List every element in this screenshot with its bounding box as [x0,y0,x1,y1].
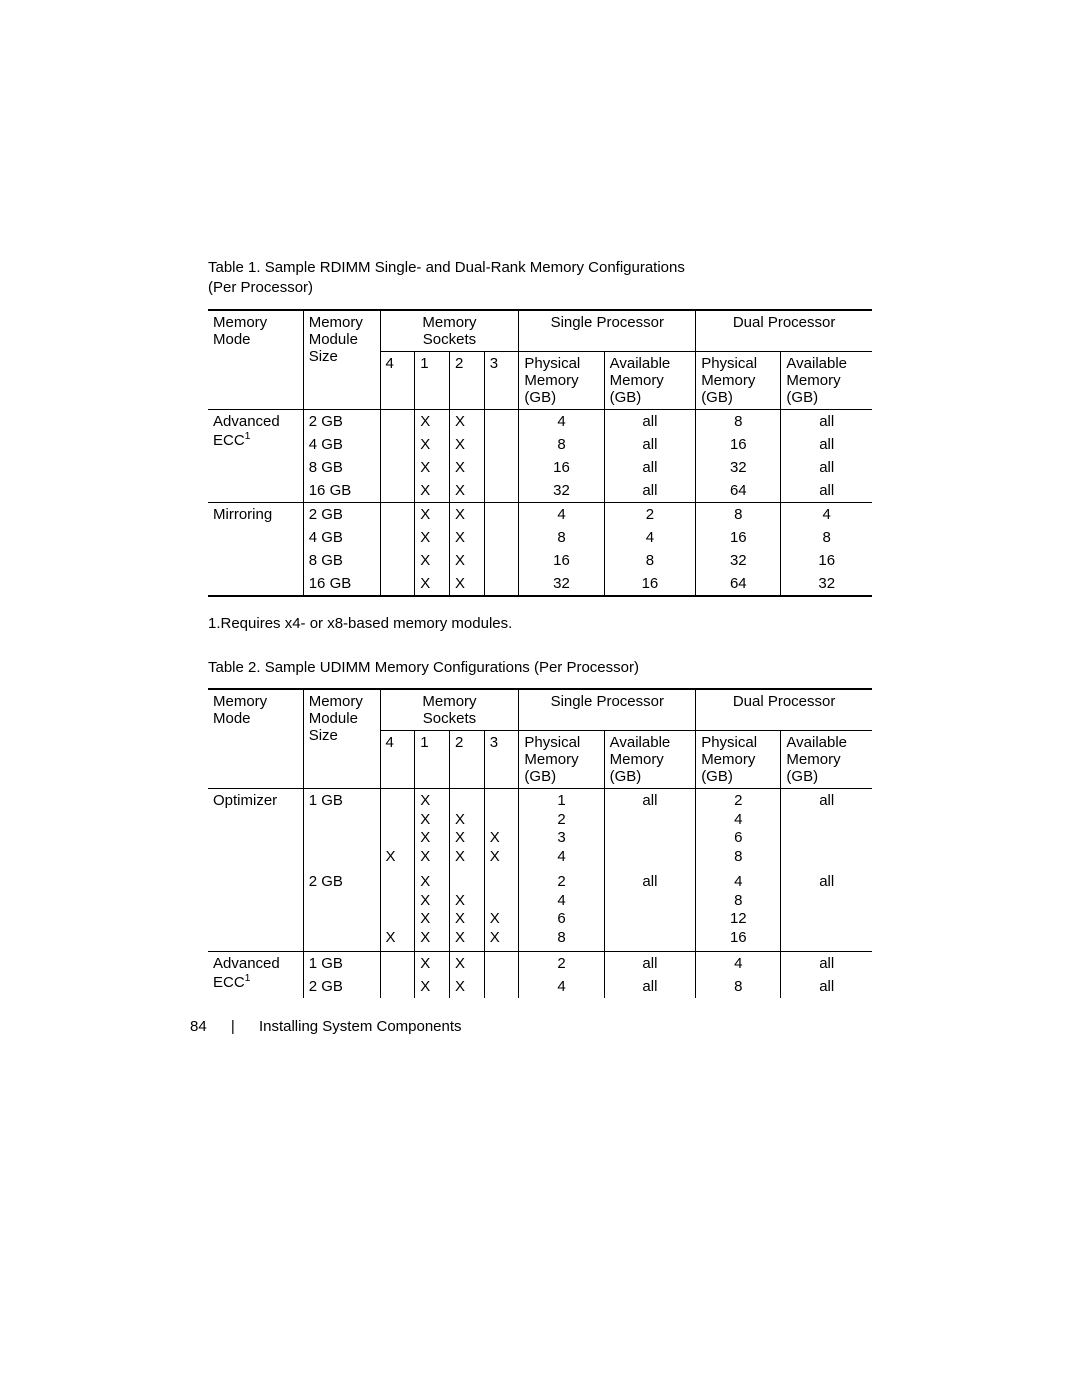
page-footer: 84 | Installing System Components [190,1018,462,1035]
footnote-1: 1.Requires x4- or x8-based memory module… [208,615,872,632]
table2-caption: Table 2. Sample UDIMM Memory Configurati… [208,658,872,678]
page-section: Installing System Components [259,1018,462,1035]
memory-table-2: MemoryModeMemoryModuleSizeMemorySocketsS… [208,688,872,998]
memory-table-1: MemoryModeMemoryModuleSizeMemorySocketsS… [208,309,872,597]
table1-caption: Table 1. Sample RDIMM Single- and Dual-R… [208,258,872,299]
page-container: Table 1. Sample RDIMM Single- and Dual-R… [0,0,1080,998]
page-number: 84 [190,1018,207,1035]
footer-separator: | [231,1018,235,1035]
caption1-line2: (Per Processor) [208,279,313,296]
caption1-line1: Table 1. Sample RDIMM Single- and Dual-R… [208,259,685,276]
